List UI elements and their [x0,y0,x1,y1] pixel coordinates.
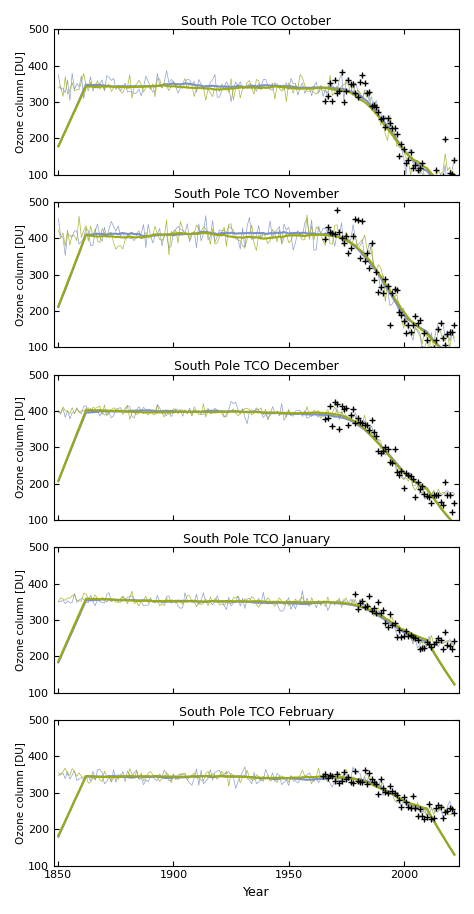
Y-axis label: Ozone column [DU]: Ozone column [DU] [15,569,25,671]
Y-axis label: Ozone column [DU]: Ozone column [DU] [15,742,25,844]
Title: South Pole TCO February: South Pole TCO February [179,706,334,718]
X-axis label: Year: Year [243,886,270,899]
Title: South Pole TCO December: South Pole TCO December [174,360,339,374]
Y-axis label: Ozone column [DU]: Ozone column [DU] [15,397,25,498]
Title: South Pole TCO October: South Pole TCO October [182,15,331,28]
Y-axis label: Ozone column [DU]: Ozone column [DU] [15,51,25,153]
Title: South Pole TCO January: South Pole TCO January [183,533,330,547]
Y-axis label: Ozone column [DU]: Ozone column [DU] [15,224,25,325]
Title: South Pole TCO November: South Pole TCO November [174,187,339,201]
